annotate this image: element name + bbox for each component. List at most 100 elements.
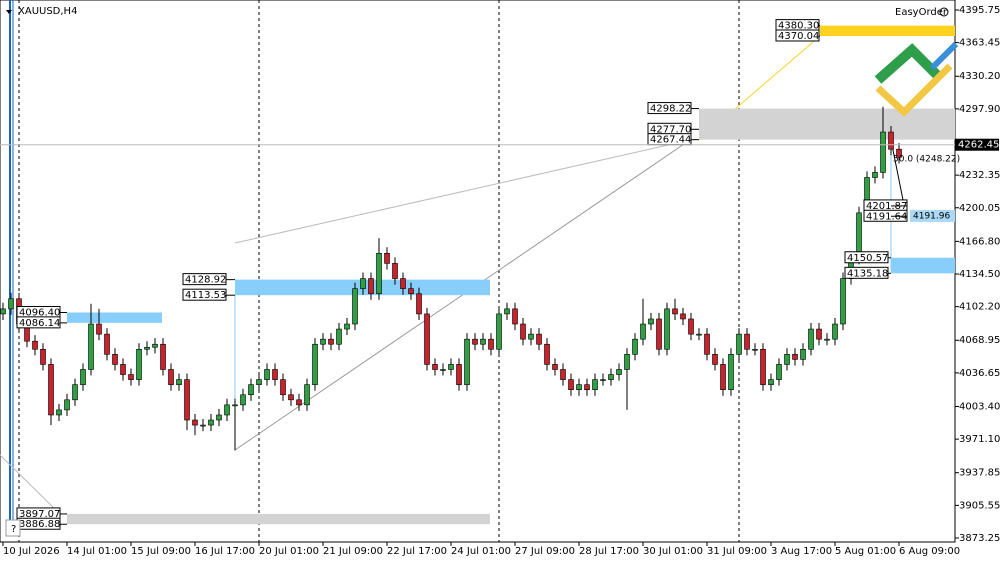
x-tick-label: 24 Jul 01:00 bbox=[451, 546, 511, 557]
candle-body bbox=[96, 323, 102, 335]
candle-body bbox=[840, 278, 846, 325]
candle-body bbox=[72, 384, 78, 401]
candle-body bbox=[128, 374, 134, 380]
candle-body bbox=[0, 308, 6, 315]
candle-body bbox=[40, 348, 46, 365]
candle-body bbox=[680, 313, 686, 320]
x-tick-label: 20 Jul 01:00 bbox=[259, 546, 319, 557]
candle-body bbox=[488, 338, 494, 350]
candle-body bbox=[184, 379, 190, 421]
price-label: 4298.22 bbox=[650, 104, 691, 115]
candle-body bbox=[480, 338, 486, 345]
candle-body bbox=[600, 379, 606, 381]
candle-body bbox=[720, 364, 726, 391]
help-icon: ? bbox=[11, 524, 16, 535]
candle-body bbox=[784, 354, 790, 365]
candle-body bbox=[152, 343, 158, 348]
x-tick-label: 14 Jul 01:00 bbox=[67, 546, 127, 557]
x-tick-label: 15 Jul 09:00 bbox=[131, 546, 191, 557]
candle-body bbox=[696, 333, 702, 336]
candle-body bbox=[656, 318, 662, 350]
candle-body bbox=[328, 338, 334, 345]
candle-body bbox=[248, 384, 254, 396]
x-tick-label: 31 Jul 09:00 bbox=[707, 546, 767, 557]
price-label: 4380.30 bbox=[778, 21, 819, 32]
candle-body bbox=[792, 354, 798, 360]
brand-icon[interactable] bbox=[939, 7, 949, 17]
candle-body bbox=[520, 323, 526, 340]
candle-body bbox=[472, 338, 478, 345]
candle-body bbox=[688, 318, 694, 335]
candle-body bbox=[528, 333, 534, 340]
y-tick-label: 4395.75 bbox=[959, 5, 1000, 16]
candle-body bbox=[760, 348, 766, 385]
candle-body bbox=[432, 364, 438, 370]
candle-body bbox=[888, 131, 894, 150]
price-label: 4096.40 bbox=[19, 308, 60, 319]
candle-body bbox=[408, 288, 414, 295]
menu-arrow[interactable] bbox=[6, 10, 12, 14]
candle-body bbox=[776, 364, 782, 380]
candle-body bbox=[632, 338, 638, 355]
candle-body bbox=[208, 419, 214, 426]
trend-line bbox=[234, 139, 691, 244]
candle-body bbox=[640, 323, 646, 340]
current-price-label: 4262.45 bbox=[958, 140, 999, 151]
x-tick-label: 28 Jul 17:00 bbox=[579, 546, 639, 557]
price-label: 4277.70 bbox=[650, 124, 691, 135]
candle-body bbox=[664, 308, 670, 350]
price-label: 3886.88 bbox=[19, 519, 60, 530]
y-tick-label: 4200.05 bbox=[959, 203, 1000, 214]
help-button[interactable] bbox=[5, 519, 21, 537]
candle-body bbox=[304, 384, 310, 406]
candle-body bbox=[704, 333, 710, 355]
candle-body bbox=[320, 338, 326, 345]
candle-body bbox=[752, 348, 758, 351]
candle-body bbox=[232, 404, 238, 407]
zone bbox=[67, 312, 162, 323]
x-tick-label: 27 Jul 09:00 bbox=[515, 546, 575, 557]
candle-body bbox=[512, 308, 518, 325]
price-label: 4201.87 bbox=[866, 201, 907, 212]
candle-body bbox=[168, 369, 174, 385]
candle-body bbox=[536, 333, 542, 345]
candle-body bbox=[440, 369, 446, 371]
candle-body bbox=[216, 414, 222, 421]
y-tick-label: 3905.55 bbox=[959, 500, 1000, 511]
chart-title: XAUUSD,H4 bbox=[18, 6, 77, 17]
candle-body bbox=[256, 379, 262, 385]
candle-body bbox=[728, 354, 734, 391]
candle-body bbox=[400, 278, 406, 289]
candle-body bbox=[672, 308, 678, 315]
candle-body bbox=[192, 419, 198, 426]
candle-body bbox=[552, 364, 558, 370]
brand: EasyOrder bbox=[895, 7, 948, 18]
candle-body bbox=[64, 399, 70, 411]
candle-body bbox=[280, 379, 286, 396]
price-label: 3897.07 bbox=[19, 509, 60, 520]
candle-body bbox=[584, 384, 590, 391]
candle-body bbox=[832, 323, 838, 340]
price-label: 4267.44 bbox=[650, 135, 691, 146]
x-tick-label: 21 Jul 09:00 bbox=[323, 546, 383, 557]
y-tick-label: 4102.20 bbox=[959, 302, 1000, 313]
zone bbox=[820, 25, 955, 36]
x-tick-label: 3 Aug 17:00 bbox=[771, 546, 832, 557]
candle-body bbox=[368, 278, 374, 295]
candle-body bbox=[816, 328, 822, 340]
x-tick-label: 30 Jul 01:00 bbox=[643, 546, 703, 557]
candle-body bbox=[744, 333, 750, 350]
candle-body bbox=[560, 369, 566, 380]
y-tick-label: 4134.50 bbox=[959, 269, 1000, 280]
current-price-box bbox=[955, 138, 999, 151]
candle-body bbox=[504, 308, 510, 315]
candle-body bbox=[416, 293, 422, 315]
candle-body bbox=[136, 348, 142, 380]
zone bbox=[67, 513, 490, 525]
price-label: 4086.14 bbox=[19, 318, 60, 329]
candle-body bbox=[624, 354, 630, 370]
candle-body bbox=[224, 404, 230, 416]
candle-body bbox=[896, 148, 902, 158]
